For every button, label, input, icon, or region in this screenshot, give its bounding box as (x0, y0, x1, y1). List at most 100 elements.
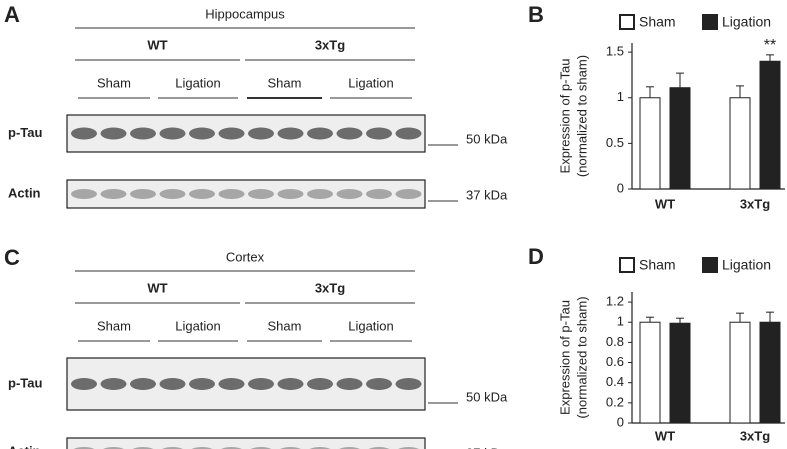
band (307, 127, 333, 140)
band (130, 378, 156, 390)
bar (669, 322, 691, 424)
bar (729, 97, 751, 190)
band (277, 127, 304, 140)
band (218, 378, 245, 390)
marker-label: 50 kDa (466, 131, 508, 146)
significance: ** (764, 37, 776, 54)
band (336, 189, 363, 199)
blot (66, 437, 426, 449)
y-axis-label: Expression of p-Tau (557, 300, 572, 415)
row-label: Actin (8, 443, 41, 449)
bar (639, 321, 661, 424)
region-label: Hippocampus (205, 6, 285, 21)
condition-label: Sham (97, 318, 131, 333)
y-tick-label: 0 (617, 414, 624, 429)
band (395, 189, 422, 199)
band (366, 127, 392, 140)
y-tick-label: 0.8 (606, 334, 624, 349)
condition-label: Sham (97, 75, 131, 90)
band (100, 189, 127, 199)
panel-letter: B (528, 2, 544, 27)
band (130, 127, 156, 140)
region-label: Cortex (226, 249, 265, 264)
band (71, 127, 97, 140)
y-axis-label: Expression of p-Tau (557, 59, 572, 174)
band (218, 127, 245, 140)
condition-label: Ligation (175, 75, 221, 90)
band (71, 378, 97, 390)
band (307, 378, 333, 390)
genotype-label: WT (147, 280, 167, 295)
bar (759, 321, 781, 424)
band (100, 378, 127, 390)
band (395, 127, 422, 140)
blot (66, 357, 426, 411)
blot (66, 179, 426, 209)
legend-swatch (619, 14, 635, 30)
condition-label: Ligation (175, 318, 221, 333)
x-tick-label: 3xTg (740, 196, 770, 211)
band (336, 378, 363, 390)
band (248, 378, 274, 390)
band (189, 189, 215, 199)
y-axis-label: (normalized to sham) (574, 296, 589, 418)
bar (639, 97, 661, 190)
legend-swatch (702, 14, 718, 30)
band (218, 189, 245, 199)
band (248, 127, 274, 140)
y-tick-label: 1 (617, 89, 624, 104)
x-tick-label: 3xTg (740, 428, 770, 443)
bar (759, 60, 781, 190)
band (189, 378, 215, 390)
condition-label: Sham (268, 318, 302, 333)
panel-letter: C (4, 245, 20, 270)
legend-label: Sham (639, 257, 676, 273)
band (159, 127, 186, 140)
band (277, 378, 304, 390)
band (100, 127, 127, 140)
band (366, 189, 392, 199)
legend-label: Ligation (722, 257, 771, 273)
y-tick-label: 0.5 (606, 135, 624, 150)
y-tick-label: 1.5 (606, 44, 624, 59)
condition-label: Sham (268, 75, 302, 90)
band (189, 127, 215, 140)
band (248, 189, 274, 199)
band (395, 378, 422, 390)
band (130, 189, 156, 199)
legend-label: Ligation (722, 14, 771, 30)
y-tick-label: 0.2 (606, 394, 624, 409)
blot (66, 114, 426, 153)
y-tick-label: 1 (617, 314, 624, 329)
x-tick-label: WT (655, 196, 675, 211)
panel-letter: A (4, 2, 20, 27)
y-axis-label: (normalized to sham) (574, 55, 589, 177)
legend-swatch (619, 257, 635, 273)
y-tick-label: 0.6 (606, 354, 624, 369)
band (336, 127, 363, 140)
band (159, 378, 186, 390)
row-label: p-Tau (8, 375, 42, 390)
genotype-label: 3xTg (315, 37, 345, 52)
bar (729, 321, 751, 424)
band (71, 189, 97, 199)
marker-label: 50 kDa (466, 389, 508, 404)
panel-letter: D (528, 244, 544, 269)
bar (669, 87, 691, 190)
band (366, 378, 392, 390)
row-label: Actin (8, 185, 41, 200)
x-tick-label: WT (655, 428, 675, 443)
legend-label: Sham (639, 14, 676, 30)
genotype-label: 3xTg (315, 280, 345, 295)
y-tick-label: 1.2 (606, 294, 624, 309)
y-tick-label: 0 (617, 180, 624, 195)
condition-label: Ligation (348, 75, 394, 90)
marker-label: 37 kDa (466, 187, 508, 202)
marker-label: 37 kDa (466, 445, 508, 449)
condition-label: Ligation (348, 318, 394, 333)
band (307, 189, 333, 199)
legend-swatch (702, 257, 718, 273)
row-label: p-Tau (8, 125, 42, 140)
band (277, 189, 304, 199)
